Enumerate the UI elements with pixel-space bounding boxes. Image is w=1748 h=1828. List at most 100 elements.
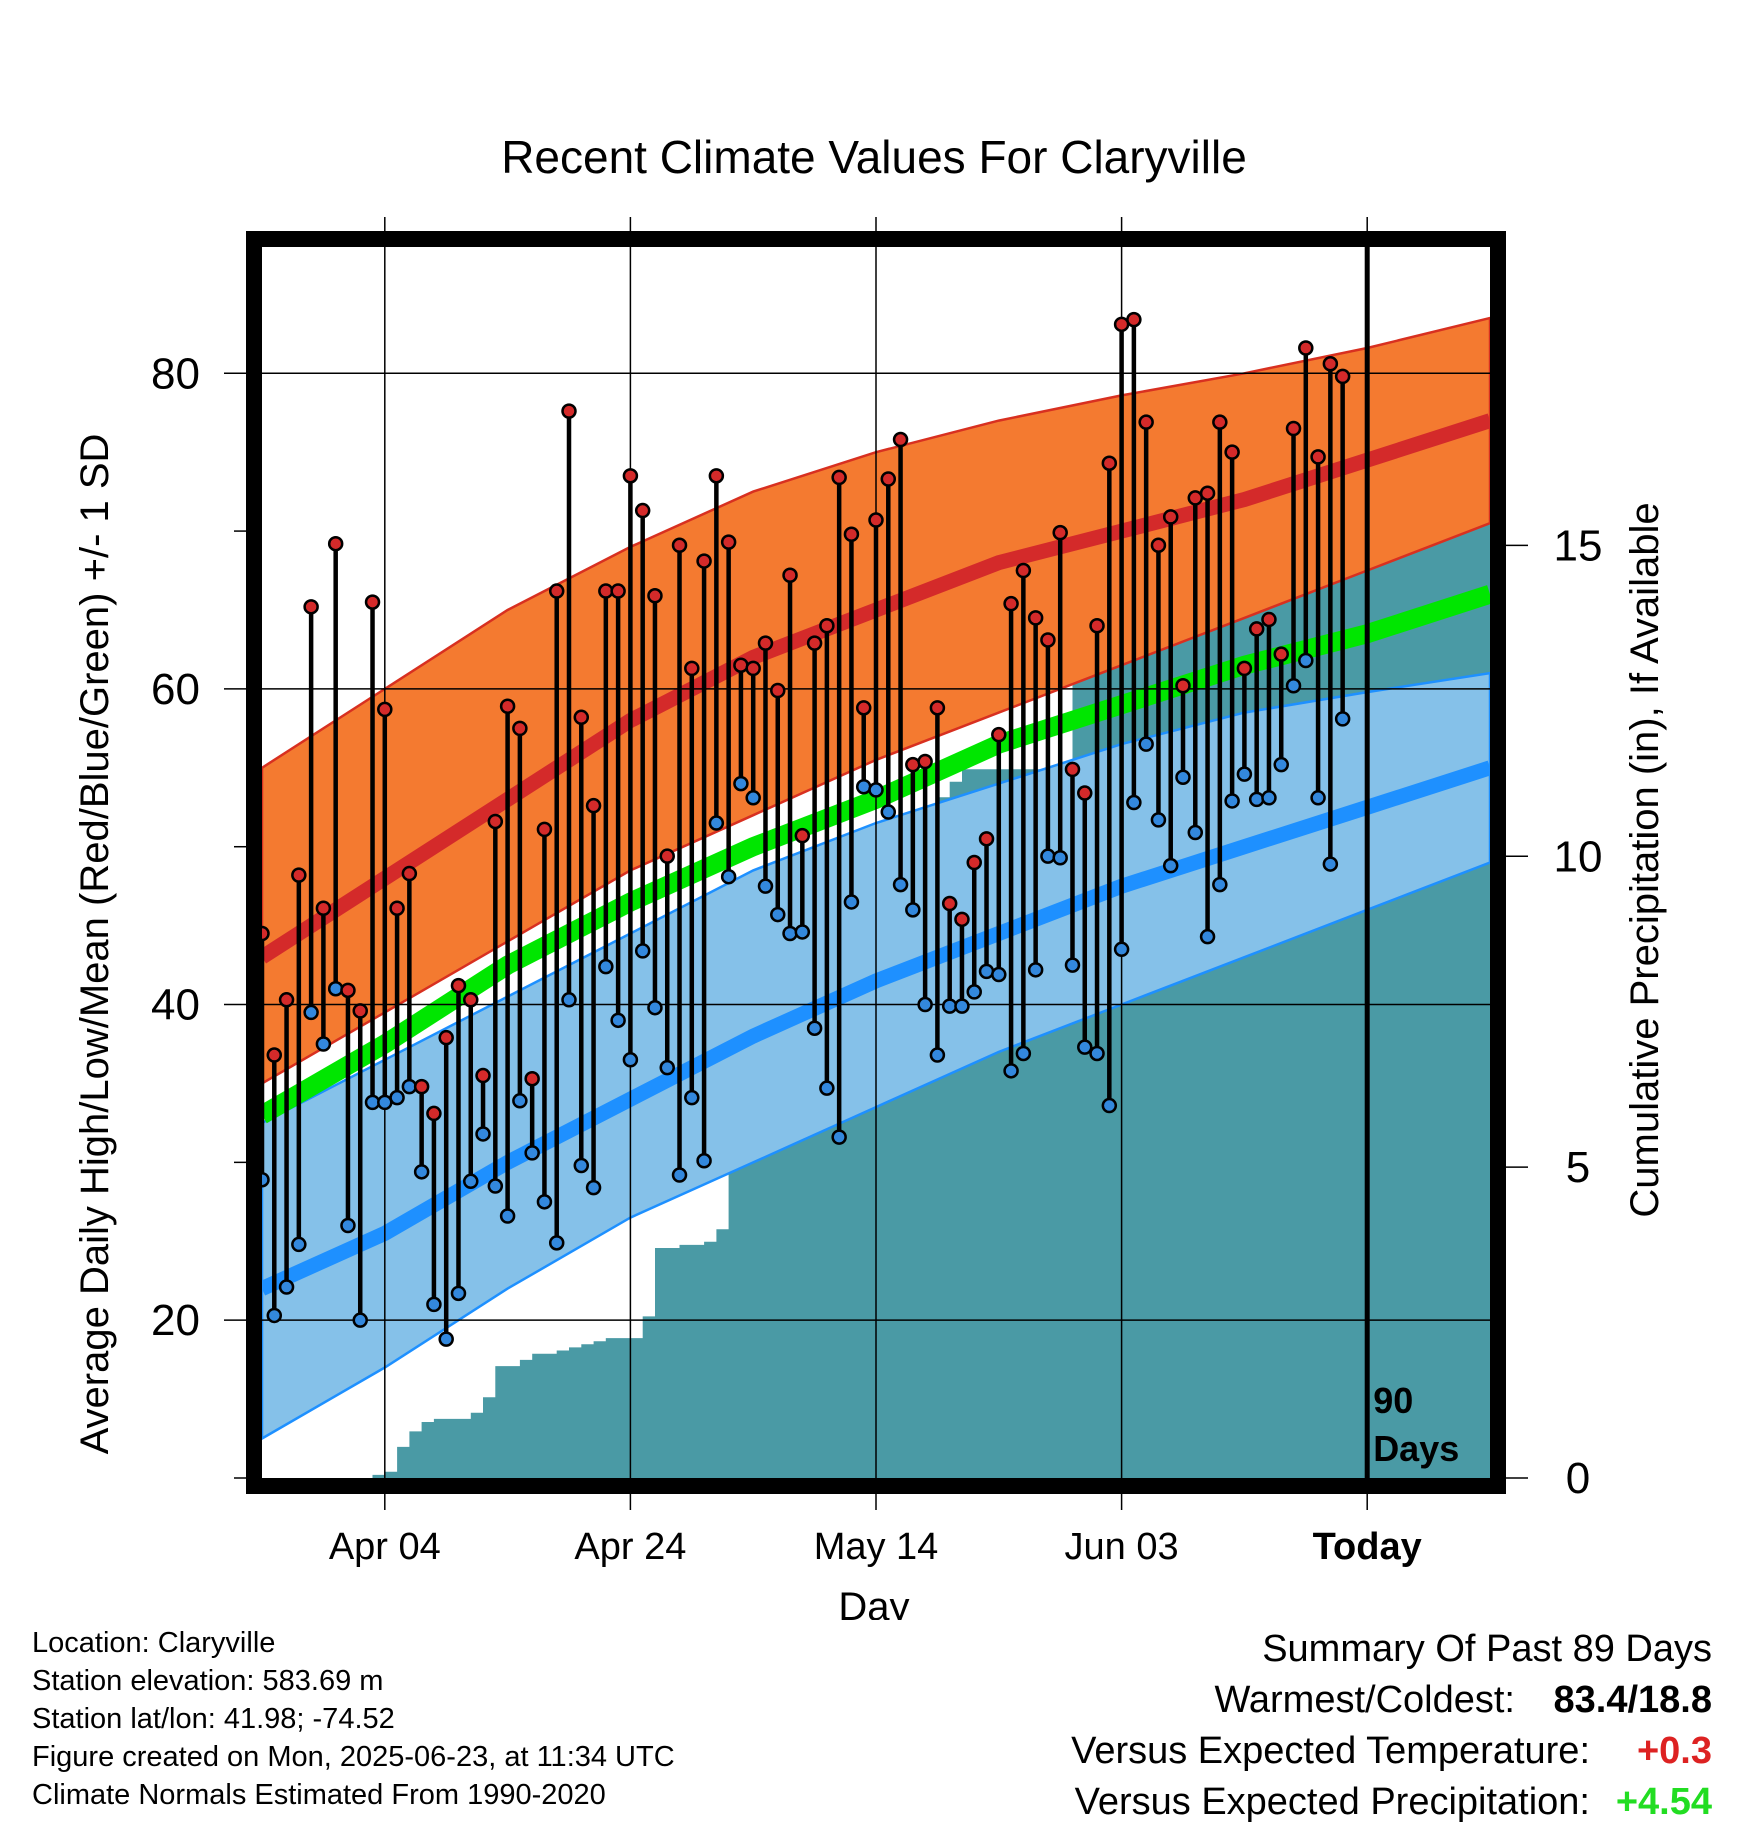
warmest-coldest-label: Warmest/Coldest: xyxy=(1214,1679,1515,1721)
daily-low-point xyxy=(463,1173,479,1190)
daily-high-point xyxy=(1261,611,1277,628)
daily-high-point xyxy=(782,567,798,584)
daily-low-point xyxy=(770,906,786,923)
daily-high-point xyxy=(917,753,933,770)
x-tick-label: Jun 03 xyxy=(1065,1526,1179,1568)
x-axis-label: Day xyxy=(838,1585,909,1620)
daily-low-point xyxy=(819,1080,835,1096)
daily-low-point xyxy=(1040,848,1056,864)
daily-low-point xyxy=(905,902,921,918)
daily-high-point xyxy=(905,756,921,773)
daily-high-point xyxy=(1212,414,1228,430)
daily-high-point xyxy=(450,977,467,994)
daily-low-point xyxy=(1113,941,1130,958)
daily-high-point xyxy=(377,701,393,718)
daily-low-point xyxy=(291,1236,307,1253)
daily-high-point xyxy=(733,657,749,673)
today-days-label: Days xyxy=(1373,1428,1459,1469)
daily-low-point xyxy=(598,958,614,975)
daily-low-point xyxy=(1224,793,1240,809)
daily-high-point xyxy=(868,512,884,528)
temperature-departure-row: Versus Expected Temperature: +0.3 xyxy=(1071,1726,1712,1777)
daily-low-point xyxy=(352,1312,368,1328)
daily-high-point xyxy=(438,1029,454,1046)
daily-high-point xyxy=(1273,646,1289,662)
daily-high-point xyxy=(1334,368,1351,385)
daily-high-point xyxy=(266,1047,283,1063)
daily-high-point xyxy=(475,1067,491,1084)
x-tick-label: Today xyxy=(1313,1526,1422,1568)
daily-low-point xyxy=(1101,1097,1118,1114)
daily-high-point xyxy=(941,895,958,912)
daily-high-point xyxy=(413,1078,430,1095)
daily-low-point xyxy=(696,1153,712,1169)
daily-high-point xyxy=(806,635,823,651)
daily-low-point xyxy=(512,1093,528,1109)
x-tick-label: Apr 24 xyxy=(574,1526,686,1568)
daily-high-point xyxy=(1003,595,1019,612)
daily-low-point xyxy=(1236,766,1253,782)
daily-high-point xyxy=(315,900,332,917)
daily-high-point xyxy=(1138,414,1154,430)
daily-low-point xyxy=(1027,962,1044,978)
daily-high-point xyxy=(524,1070,540,1087)
daily-high-point xyxy=(1052,524,1068,541)
daily-high-point xyxy=(463,992,479,1008)
daily-low-point xyxy=(1089,1045,1105,1062)
daily-high-point xyxy=(819,618,835,634)
daily-high-point xyxy=(561,403,577,419)
daily-low-point xyxy=(1199,928,1216,945)
plot-content: 90 Days xyxy=(262,247,1490,1478)
daily-high-point xyxy=(843,526,860,542)
daily-low-point xyxy=(1310,790,1326,806)
precipitation-departure-value: +4.54 xyxy=(1615,1781,1712,1823)
chart-title: Recent Climate Values For Claryville xyxy=(501,131,1247,183)
daily-high-point xyxy=(340,982,356,999)
daily-low-point xyxy=(561,992,577,1008)
daily-high-point xyxy=(1126,311,1142,328)
daily-low-point xyxy=(684,1089,700,1106)
daily-high-point xyxy=(647,588,663,604)
daily-high-point xyxy=(1027,610,1044,626)
precipitation-departure-row: Versus Expected Precipitation: +4.54 xyxy=(1071,1777,1712,1828)
daily-low-point xyxy=(438,1331,454,1347)
daily-low-point xyxy=(585,1179,602,1196)
x-tick-label: May 14 xyxy=(814,1526,939,1568)
daily-high-point xyxy=(831,469,847,486)
daily-low-point xyxy=(1150,812,1167,828)
daily-high-point xyxy=(966,854,982,871)
daily-high-point xyxy=(696,553,712,569)
daily-high-point xyxy=(745,660,761,677)
daily-low-point xyxy=(806,1020,823,1036)
daily-high-point xyxy=(659,848,675,864)
daily-low-point xyxy=(450,1285,467,1302)
daily-low-point xyxy=(1138,736,1154,752)
daily-low-point xyxy=(262,1171,270,1188)
daily-high-point xyxy=(978,831,995,847)
daily-low-point xyxy=(622,1052,639,1068)
daily-high-point xyxy=(487,813,504,830)
daily-low-point xyxy=(524,1145,540,1161)
daily-high-point xyxy=(1236,660,1253,677)
climate-chart: Recent Climate Values For Claryville 90 D… xyxy=(73,131,1667,1620)
station-info: Location: Claryville Station elevation: … xyxy=(32,1624,675,1814)
daily-low-point xyxy=(1187,824,1204,841)
daily-high-point xyxy=(573,709,590,726)
y-tick-label: 20 xyxy=(151,1296,200,1345)
daily-low-point xyxy=(315,1036,332,1052)
daily-low-point xyxy=(1261,790,1277,806)
daily-low-point xyxy=(499,1208,516,1224)
daily-low-point xyxy=(954,998,970,1014)
daily-high-point xyxy=(364,594,381,610)
daily-high-point xyxy=(512,720,528,737)
daily-high-point xyxy=(770,682,786,699)
daily-low-point xyxy=(794,924,811,940)
daily-high-point xyxy=(1298,340,1314,356)
daily-low-point xyxy=(573,1157,590,1174)
daily-low-point xyxy=(880,804,897,820)
daily-high-point xyxy=(1224,444,1240,460)
daily-high-point xyxy=(1089,618,1105,634)
daily-low-point xyxy=(782,925,798,942)
daily-high-point xyxy=(401,865,418,882)
daily-high-point xyxy=(352,1003,368,1019)
